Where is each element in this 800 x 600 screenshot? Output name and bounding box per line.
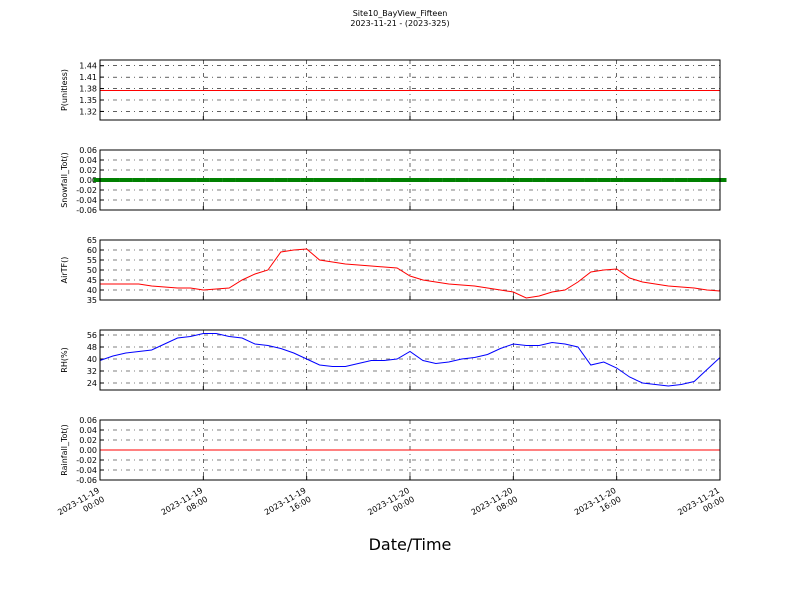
- y-tick-label: 24: [87, 379, 97, 388]
- data-point: [468, 178, 482, 182]
- y-tick-label: -0.04: [76, 196, 97, 205]
- y-tick-label: 1.35: [79, 96, 97, 105]
- data-point: [610, 178, 624, 182]
- data-point: [661, 178, 675, 182]
- y-tick-label: 35: [87, 296, 97, 305]
- y-tick-label: 0.02: [79, 166, 97, 175]
- data-point: [390, 178, 404, 182]
- data-point: [700, 178, 714, 182]
- data-point: [493, 178, 507, 182]
- y-tick-label: 0.02: [79, 436, 97, 445]
- y-tick-label: 0.04: [79, 426, 97, 435]
- data-point: [261, 178, 275, 182]
- data-point: [364, 178, 378, 182]
- data-point: [636, 178, 649, 182]
- data-point: [377, 178, 391, 182]
- data-point: [545, 178, 559, 182]
- y-tick-label: 1.32: [79, 107, 97, 116]
- y-axis-label: P(unitless): [60, 69, 69, 111]
- y-tick-label: 40: [87, 355, 97, 364]
- data-point: [519, 178, 533, 182]
- y-tick-label: 0.00: [79, 446, 97, 455]
- data-point: [558, 178, 572, 182]
- data-point: [416, 178, 430, 182]
- y-tick-label: -0.04: [76, 466, 97, 475]
- y-tick-label: 60: [87, 246, 97, 255]
- y-tick-label: 1.38: [79, 85, 97, 94]
- data-point: [313, 178, 327, 182]
- data-point: [571, 178, 585, 182]
- y-tick-label: -0.06: [76, 206, 97, 215]
- y-tick-label: 1.44: [79, 62, 97, 71]
- chart-title: Site10_BayView_Fifteen: [353, 9, 448, 18]
- data-point: [429, 178, 443, 182]
- data-point: [106, 178, 120, 182]
- y-axis-label: Snowfall_Tot(): [60, 152, 69, 208]
- data-point: [326, 178, 339, 182]
- data-point: [648, 178, 662, 182]
- data-point: [209, 178, 223, 182]
- data-point: [403, 178, 417, 182]
- data-point: [338, 178, 352, 182]
- y-tick-label: 45: [87, 276, 97, 285]
- data-point: [687, 178, 701, 182]
- data-point: [300, 178, 314, 182]
- y-tick-label: 0.00: [79, 176, 97, 185]
- y-tick-label: 32: [87, 367, 97, 376]
- data-point: [235, 178, 249, 182]
- x-axis-label: Date/Time: [369, 535, 452, 554]
- data-point: [455, 178, 469, 182]
- data-point: [532, 178, 546, 182]
- y-tick-label: 48: [87, 343, 97, 352]
- y-tick-label: 50: [87, 266, 97, 275]
- y-axis-label: Rainfall_Tot(): [60, 424, 69, 476]
- y-axis-label: RH(%): [60, 347, 69, 372]
- data-point: [119, 178, 133, 182]
- data-point: [183, 178, 197, 182]
- data-point: [158, 178, 172, 182]
- data-point: [196, 178, 210, 182]
- y-tick-label: 0.06: [79, 416, 97, 425]
- data-point: [171, 178, 184, 182]
- y-tick-label: 1.41: [79, 73, 97, 82]
- data-point: [584, 178, 598, 182]
- data-point: [674, 178, 688, 182]
- y-tick-label: -0.02: [76, 186, 97, 195]
- data-point: [132, 178, 146, 182]
- data-point: [506, 178, 520, 182]
- y-tick-label: -0.06: [76, 476, 97, 485]
- data-point: [145, 178, 159, 182]
- y-tick-label: 65: [87, 236, 97, 245]
- data-point: [248, 178, 262, 182]
- data-point: [442, 178, 456, 182]
- y-tick-label: 40: [87, 286, 97, 295]
- data-line: [99, 333, 721, 387]
- y-tick-label: 56: [87, 331, 97, 340]
- chart-subtitle: 2023-11-21 - (2023-325): [350, 19, 449, 28]
- data-point: [274, 178, 288, 182]
- y-tick-label: 0.06: [79, 146, 97, 155]
- data-point: [623, 178, 637, 182]
- data-line: [100, 248, 721, 299]
- y-tick-label: 55: [87, 256, 97, 265]
- y-axis-label: AirTF(): [60, 257, 69, 284]
- y-tick-label: 0.04: [79, 156, 97, 165]
- data-point: [597, 178, 611, 182]
- data-point: [481, 178, 494, 182]
- data-point: [351, 178, 365, 182]
- data-point: [222, 178, 236, 182]
- data-point: [287, 178, 301, 182]
- y-tick-label: -0.02: [76, 456, 97, 465]
